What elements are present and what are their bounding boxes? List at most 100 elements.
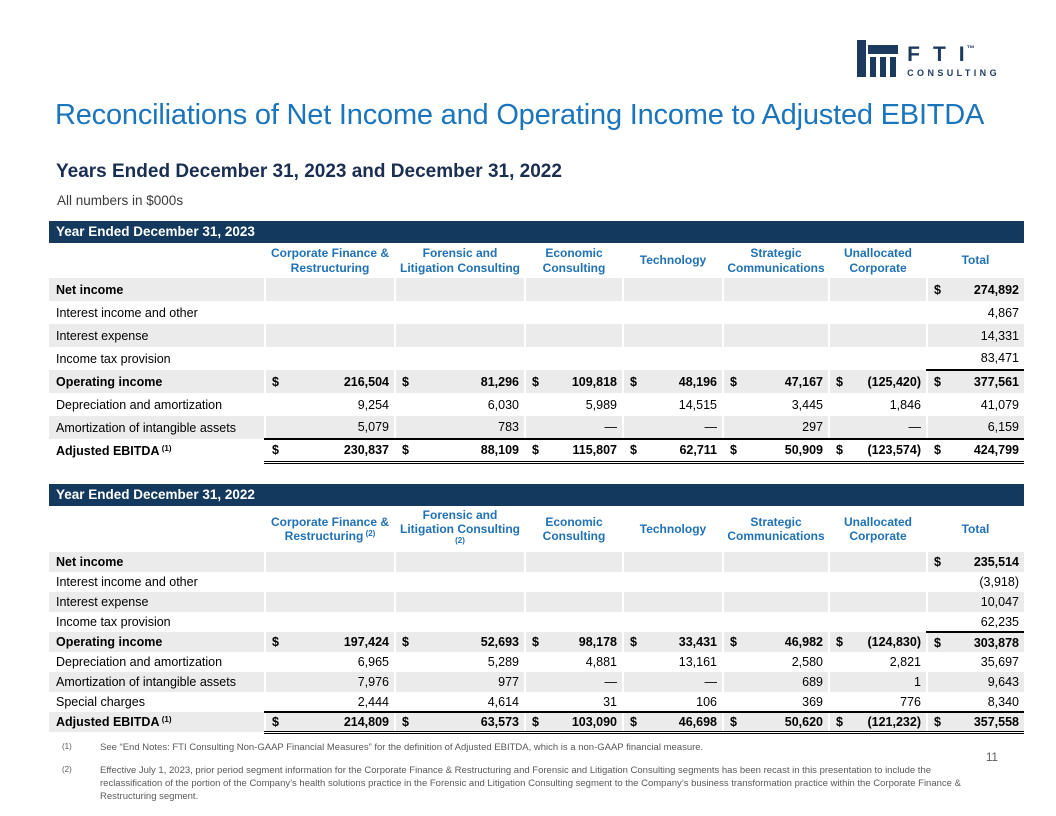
table-row: Interest income and other (3,918) xyxy=(49,572,1024,593)
row-label: Depreciation and amortization xyxy=(56,397,223,412)
table-row: Special charges 2,444 4,614 31 106 369 776 8,34… xyxy=(49,692,1024,714)
row-label: Amortization of intangible assets xyxy=(49,416,265,439)
row-label: Income tax provision xyxy=(56,351,171,366)
cell-value: 4,867 xyxy=(987,305,1019,320)
value-cell: $47,167 xyxy=(722,370,829,393)
table-year-2023: Year Ended December 31, 2023 Corporate Fi… xyxy=(49,221,1024,464)
value-cell xyxy=(828,347,927,370)
value-cell: — xyxy=(622,416,723,440)
value-cell: $103,090 xyxy=(524,712,623,734)
table-banner: Year Ended December 31, 2023 xyxy=(49,221,1024,243)
value-cell xyxy=(828,572,927,593)
cell-value: 4,881 xyxy=(585,655,617,670)
value-cell: 14,331 xyxy=(926,324,1024,347)
value-cell: $424,799 xyxy=(926,439,1024,464)
column-header: Economic Consulting xyxy=(542,246,606,275)
value-cell: 369 xyxy=(722,692,829,714)
dollar-sign: $ xyxy=(532,374,539,389)
columns-icon xyxy=(857,40,899,77)
dollar-sign: $ xyxy=(836,635,843,650)
table-banner: Year Ended December 31, 2022 xyxy=(49,484,1024,506)
cell-value: 98,178 xyxy=(578,635,617,650)
cell-value: 6,030 xyxy=(487,397,519,412)
cell-value: 48,196 xyxy=(678,374,717,389)
value-cell: $230,837 xyxy=(264,439,395,464)
dollar-sign: $ xyxy=(630,715,637,730)
value-cell xyxy=(524,324,623,347)
cell-value: 1 xyxy=(914,675,921,690)
cell-value: 303,878 xyxy=(973,635,1019,650)
cell-value: 109,818 xyxy=(571,374,617,389)
cell-value: 783 xyxy=(498,420,519,434)
table-row: Income tax provision 62,235 xyxy=(49,612,1024,634)
value-cell xyxy=(622,278,723,301)
dollar-sign: $ xyxy=(630,635,637,650)
value-cell: 1,846 xyxy=(828,393,927,416)
logo-letters: FTI™ xyxy=(907,43,978,66)
table-row: Operating income $216,504 $81,296 $109,818 $… xyxy=(49,370,1024,393)
row-label: Net income xyxy=(49,278,265,301)
value-cell xyxy=(828,278,927,301)
value-cell xyxy=(828,612,927,633)
value-cell xyxy=(622,324,723,347)
cell-value: 46,698 xyxy=(678,715,717,730)
value-cell: 5,289 xyxy=(394,652,525,673)
cell-value: 63,573 xyxy=(480,715,519,730)
value-cell xyxy=(264,347,395,370)
value-cell xyxy=(722,592,829,613)
dollar-sign: $ xyxy=(272,635,279,650)
value-cell: 977 xyxy=(394,672,525,693)
row-label: Interest income and other xyxy=(56,575,198,590)
value-cell: 5,079 xyxy=(264,416,395,440)
cell-value: 689 xyxy=(802,675,823,690)
value-cell: $33,431 xyxy=(622,632,723,653)
value-cell xyxy=(722,552,829,573)
table-row: Net income $235,514 xyxy=(49,552,1024,573)
cell-value: — xyxy=(704,420,718,434)
cell-value: 377,561 xyxy=(973,375,1019,389)
value-cell: 297 xyxy=(722,416,829,440)
cell-value: 41,079 xyxy=(980,397,1019,412)
row-label: Operating income xyxy=(49,632,265,653)
row-label: Net income xyxy=(49,552,265,573)
row-label-header xyxy=(49,506,265,552)
dollar-sign: $ xyxy=(934,715,941,730)
cell-value: 46,982 xyxy=(784,635,823,650)
column-header: Forensic and Litigation Consulting xyxy=(400,246,520,275)
cell-value: (121,232) xyxy=(867,715,921,730)
cell-value: 6,965 xyxy=(357,655,389,670)
value-cell: $109,818 xyxy=(524,370,623,393)
value-cell xyxy=(394,592,525,613)
cell-value: 33,431 xyxy=(678,635,717,650)
value-cell: 41,079 xyxy=(926,393,1024,416)
value-cell xyxy=(394,552,525,573)
cell-value: 47,167 xyxy=(784,374,823,389)
cell-value: 4,614 xyxy=(487,694,519,709)
cell-value: 297 xyxy=(802,420,823,434)
value-cell xyxy=(394,612,525,633)
cell-value: 5,079 xyxy=(357,420,389,434)
cell-value: 5,989 xyxy=(585,397,617,412)
table-row: Depreciation and amortization 6,965 5,289 4… xyxy=(49,652,1024,673)
value-cell: 5,989 xyxy=(524,393,623,416)
value-cell xyxy=(524,278,623,301)
cell-value: — xyxy=(704,675,718,690)
footnote-ref: (1) xyxy=(159,443,172,453)
value-cell: 776 xyxy=(828,692,927,714)
financial-table: Year Ended December 31, 2023 Corporate Fi… xyxy=(49,221,1024,464)
footnote-text: See “End Notes: FTI Consulting Non-GAAP … xyxy=(100,742,704,753)
value-cell xyxy=(264,592,395,613)
cell-value: 230,837 xyxy=(343,443,389,458)
value-cell xyxy=(622,572,723,593)
value-cell: 6,030 xyxy=(394,393,525,416)
value-cell: 783 xyxy=(394,416,525,440)
value-cell: $197,424 xyxy=(264,632,395,653)
value-cell: 2,580 xyxy=(722,652,829,673)
footnotes: (1) See “End Notes: FTI Consulting Non-GA… xyxy=(62,741,964,813)
value-cell: $98,178 xyxy=(524,632,623,653)
cell-value: 2,821 xyxy=(889,655,921,670)
value-cell xyxy=(722,278,829,301)
dollar-sign: $ xyxy=(730,635,737,650)
units-note: All numbers in $000s xyxy=(57,193,184,208)
cell-value: 35,697 xyxy=(980,655,1019,670)
